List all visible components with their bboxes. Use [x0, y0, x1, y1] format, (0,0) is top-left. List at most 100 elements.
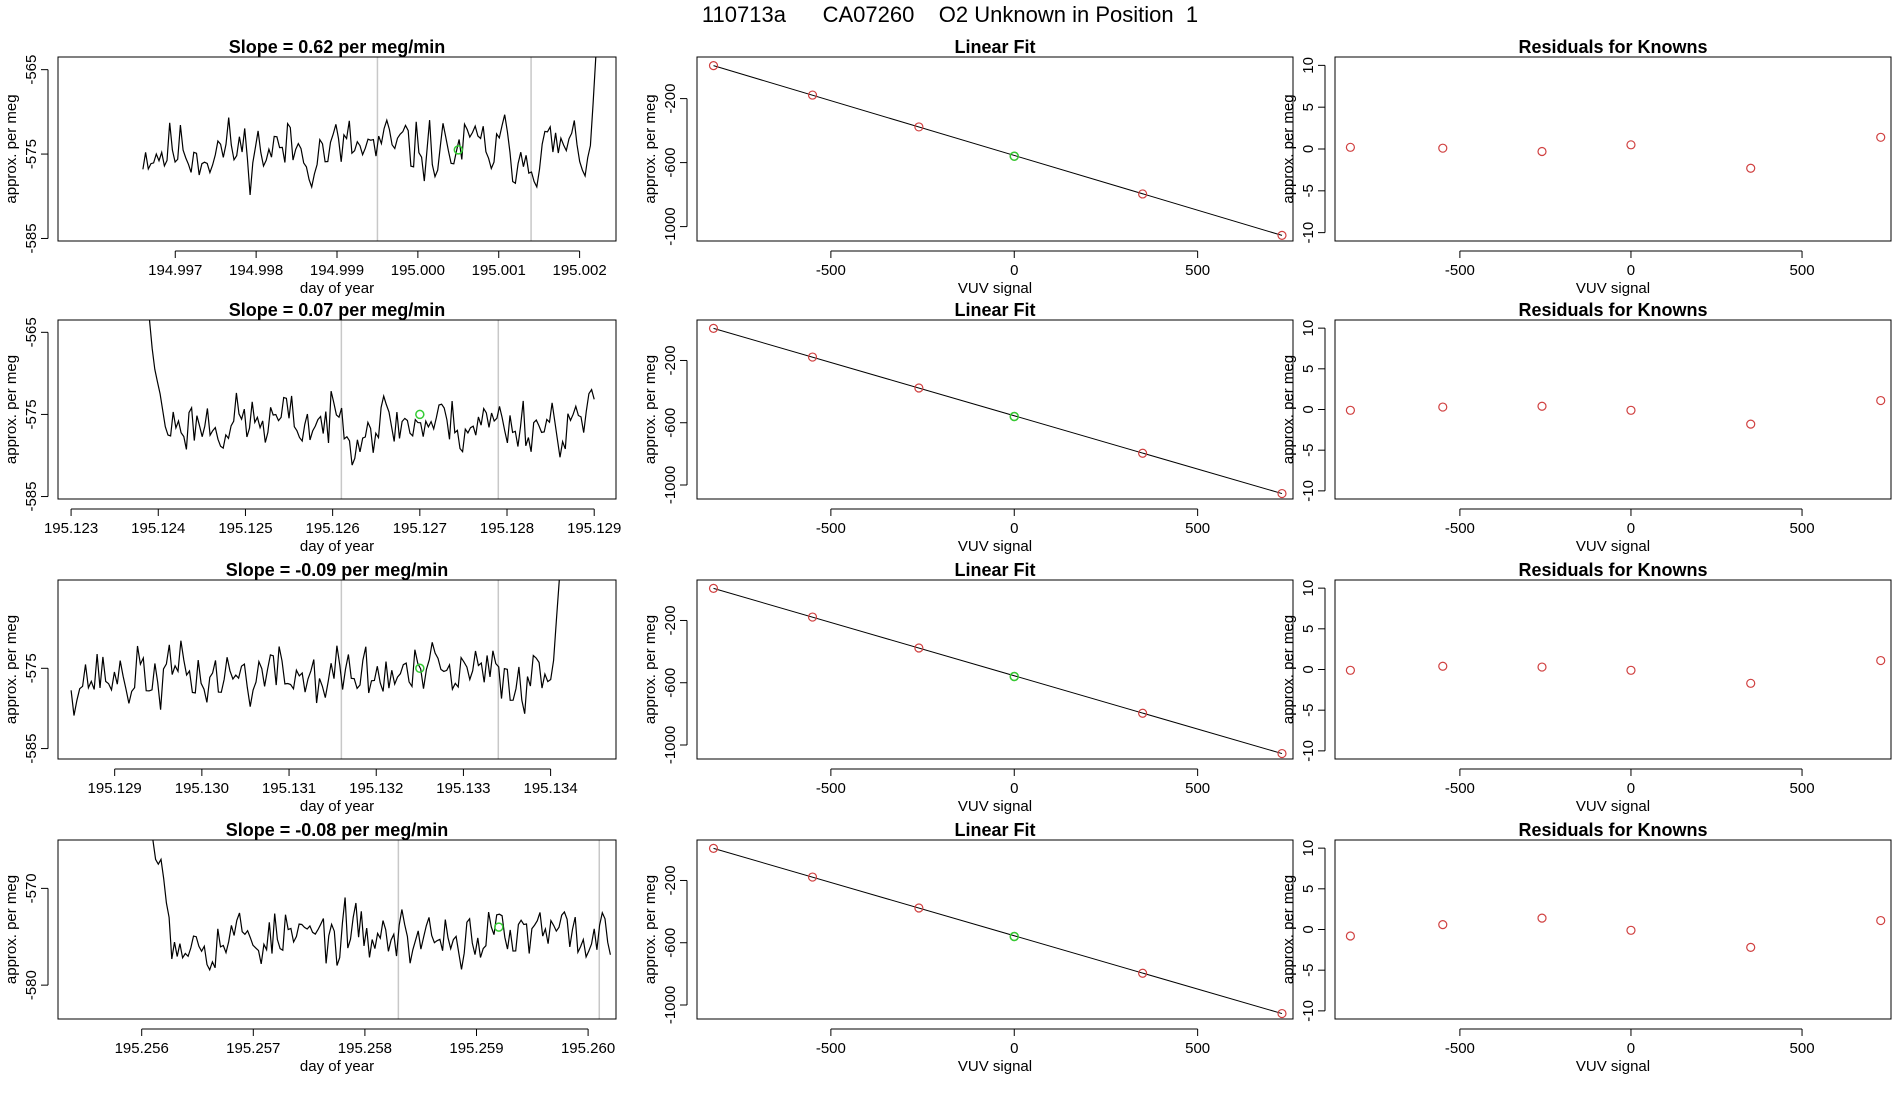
x-tick-label: 195.001 — [472, 262, 526, 279]
known-point — [1138, 189, 1148, 199]
residual-point — [1626, 140, 1636, 150]
data-series-line — [152, 840, 611, 972]
panel-1-2: Linear Fit -500 0 500 -200 -600 -1000 VUV signa… — [642, 37, 1294, 297]
residual-point — [1537, 662, 1547, 672]
plot-area — [70, 580, 560, 759]
y-tick-label: -600 — [662, 668, 679, 698]
panel-title: Slope = 0.62 per meg/min — [229, 37, 446, 57]
y-tick-label: 0 — [1300, 665, 1317, 673]
panel-4-1: Slope = -0.08 per meg/min 195.256 195.257 1… — [3, 820, 617, 1075]
y-axis-label: approx. per meg — [642, 94, 659, 203]
y-tick-label: 0 — [1300, 145, 1317, 153]
panel-title: Slope = -0.08 per meg/min — [226, 820, 449, 840]
x-tick-label: 195.259 — [449, 1040, 503, 1057]
fit-line — [713, 327, 1283, 495]
residual-point — [1746, 163, 1756, 173]
y-tick-label: 5 — [1300, 365, 1317, 373]
plot-area — [708, 61, 1287, 240]
residual-point — [1438, 143, 1448, 153]
y-tick-label: -585 — [23, 734, 40, 764]
x-tick-label: 195.260 — [561, 1040, 615, 1057]
x-tick-label: -500 — [1445, 1040, 1475, 1057]
residual-point — [1746, 942, 1756, 953]
x-tick-label: -500 — [1445, 262, 1475, 279]
y-tick-label: 10 — [1300, 580, 1317, 597]
y-axis-label: approx. per meg — [3, 615, 20, 724]
y-tick-label: -5 — [1300, 704, 1317, 717]
x-axis-label: VUV signal — [958, 280, 1032, 297]
x-tick-label: 500 — [1790, 262, 1815, 279]
panel-1-1: Slope = 0.62 per meg/min 194.997 194.998 19… — [3, 37, 617, 297]
fit-line — [713, 65, 1283, 236]
known-point — [708, 583, 719, 594]
data-series-line — [148, 320, 595, 466]
panel-title: Residuals for Knowns — [1518, 300, 1707, 320]
y-tick-label: -600 — [662, 148, 679, 178]
y-tick-label: -600 — [662, 408, 679, 438]
y-axis-label: approx. per meg — [1280, 355, 1297, 464]
plot-area — [148, 320, 595, 499]
residual-point — [1438, 661, 1448, 671]
x-tick-label: 194.998 — [229, 262, 283, 279]
unknown-point — [415, 663, 425, 674]
x-tick-label: 195.126 — [306, 520, 360, 537]
known-point — [1277, 748, 1287, 759]
y-tick-label: -200 — [662, 605, 679, 635]
y-tick-label: -5 — [1300, 184, 1317, 197]
residual-point — [1746, 419, 1756, 429]
x-tick-label: 195.129 — [88, 780, 142, 797]
x-tick-label: 500 — [1790, 780, 1815, 797]
residual-point — [1438, 920, 1448, 930]
x-tick-label: -500 — [1445, 520, 1475, 537]
plot-frame — [696, 56, 1294, 242]
panel-title: Linear Fit — [954, 300, 1035, 320]
x-tick-label: 0 — [1627, 1040, 1635, 1057]
y-tick-label: 5 — [1300, 625, 1317, 633]
x-axis-label: day of year — [300, 798, 374, 815]
x-axis-label: VUV signal — [958, 1058, 1032, 1075]
x-tick-label: -500 — [1445, 780, 1475, 797]
x-tick-label: 195.257 — [226, 1040, 280, 1057]
data-series-line — [70, 580, 560, 716]
y-tick-label: -580 — [23, 970, 40, 1000]
known-point — [914, 383, 924, 393]
plot-frame — [57, 319, 617, 500]
residual-point — [1626, 405, 1636, 415]
x-tick-label: 0 — [1010, 262, 1018, 279]
plot-frame — [696, 579, 1294, 760]
known-point — [1277, 230, 1287, 240]
plot-area — [1345, 913, 1886, 953]
unknown-point — [1009, 931, 1020, 942]
x-tick-label: 194.997 — [148, 262, 202, 279]
panel-title: Residuals for Knowns — [1518, 37, 1707, 57]
y-axis-label: approx. per meg — [1280, 875, 1297, 984]
known-point — [1277, 1008, 1287, 1019]
x-tick-label: 195.256 — [115, 1040, 169, 1057]
known-point — [807, 90, 818, 100]
known-point — [708, 843, 719, 854]
x-tick-label: 195.130 — [175, 780, 229, 797]
unknown-point — [1009, 151, 1020, 161]
unknown-point — [1009, 671, 1020, 682]
x-tick-label: 500 — [1790, 520, 1815, 537]
unknown-point — [1009, 411, 1020, 422]
plot-frame — [1334, 579, 1892, 760]
x-tick-label: 195.133 — [436, 780, 490, 797]
y-tick-label: -1000 — [662, 986, 679, 1024]
residual-point — [1876, 655, 1886, 666]
x-tick-label: 500 — [1185, 520, 1210, 537]
x-axis-label: day of year — [300, 538, 374, 555]
panel-title: Linear Fit — [954, 37, 1035, 57]
y-tick-label: 10 — [1300, 320, 1317, 337]
y-tick-label: -575 — [23, 399, 40, 429]
y-axis-label: approx. per meg — [642, 615, 659, 724]
panel-1-3: Residuals for Knowns -500 0 500 10 5 0 -5 -10 VUV… — [1280, 37, 1892, 297]
y-axis-label: approx. per meg — [3, 355, 20, 464]
x-tick-label: -500 — [816, 520, 846, 537]
plot-area — [152, 840, 611, 1019]
y-axis-label: approx. per meg — [3, 875, 20, 984]
x-axis-label: day of year — [300, 1058, 374, 1075]
y-tick-label: -10 — [1300, 480, 1317, 502]
panel-4-2: Linear Fit -500 0 500 -200 -600 -1000 VUV signa… — [642, 820, 1294, 1075]
panel-3-3: Residuals for Knowns -500 0 500 10 5 0 -5 -10 VUV… — [1280, 560, 1892, 815]
